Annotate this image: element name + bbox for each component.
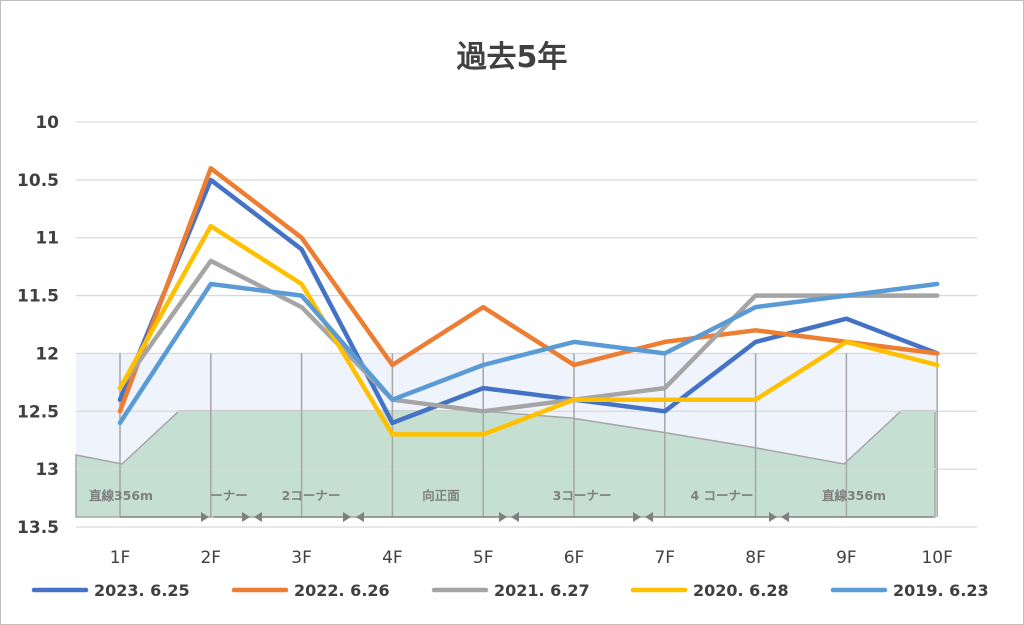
legend-label: 2022. 6.26	[294, 581, 390, 600]
arrow-head-right	[242, 512, 250, 522]
x-tick-label: 2F	[200, 548, 221, 568]
x-tick-label: 4F	[382, 548, 403, 568]
y-tick-label: 13	[35, 460, 59, 480]
series-line	[117, 258, 940, 414]
y-tick-label: 12	[35, 344, 59, 364]
y-tick-label: 11	[35, 229, 59, 249]
course-section-label: 3コーナー	[553, 488, 612, 503]
arrow-head-right	[499, 512, 507, 522]
arrow-head-right	[633, 512, 641, 522]
y-tick-label: 10.5	[17, 171, 59, 191]
course-section-label: ーナー	[210, 488, 248, 503]
chart-title: 過去5年	[457, 40, 568, 75]
course-section-label: 直線356m	[822, 488, 886, 503]
arrow-head-right	[343, 512, 351, 522]
x-tick-label: 10F	[921, 548, 952, 568]
legend-label: 2023. 6.25	[94, 581, 190, 600]
series-lines	[117, 166, 940, 437]
series-line	[117, 223, 940, 437]
arrow-head-left	[254, 512, 262, 522]
legend-label: 2020. 6.28	[693, 581, 789, 600]
x-tick-label: 3F	[291, 548, 312, 568]
course-band	[75, 353, 937, 518]
arrow-head-left	[645, 512, 653, 522]
series-line	[117, 281, 940, 426]
arrow-head-left	[781, 512, 789, 522]
series-line	[117, 166, 940, 414]
x-tick-label: 7F	[654, 548, 675, 568]
y-tick-label: 11.5	[17, 287, 59, 307]
x-tick-label: 6F	[564, 548, 585, 568]
course-sections: 直線356m ーナー 2コーナー 向正面 3コーナー 4 コーナー 直線356m	[89, 353, 938, 522]
series-line	[117, 177, 940, 426]
course-section-label: 4 コーナー	[690, 488, 753, 503]
course-section-label: 直線356m	[89, 488, 153, 503]
arrow-head-right	[201, 512, 209, 522]
x-tick-label: 1F	[110, 548, 131, 568]
course-section-label: 2コーナー	[282, 488, 341, 503]
arrow-head-left	[511, 512, 519, 522]
x-tick-label: 8F	[745, 548, 766, 568]
y-axis-ticks: 10 10.5 11 11.5 12 12.5 13 13.5	[17, 113, 59, 538]
x-tick-label: 5F	[473, 548, 494, 568]
arrow-head-right	[769, 512, 777, 522]
x-tick-label: 9F	[836, 548, 857, 568]
y-tick-label: 12.5	[17, 402, 59, 422]
legend-label: 2019. 6.23	[893, 581, 989, 600]
legend: 2023. 6.25 2022. 6.26 2021. 6.27 2020. 6.28…	[31, 581, 989, 600]
legend-label: 2021. 6.27	[494, 581, 590, 600]
x-axis-ticks: 1F 2F 3F 4F 5F 6F 7F 8F 9F 10F	[110, 548, 953, 568]
course-section-label: 向正面	[422, 488, 460, 503]
y-tick-label: 10	[35, 113, 59, 133]
y-tick-label: 13.5	[17, 518, 59, 538]
arrow-head-left	[356, 512, 364, 522]
